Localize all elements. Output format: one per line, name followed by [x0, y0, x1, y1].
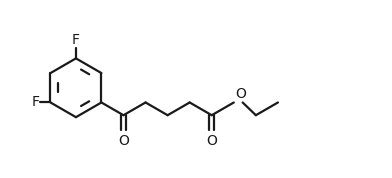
Text: O: O: [206, 134, 217, 148]
Text: O: O: [118, 134, 129, 148]
Text: F: F: [31, 95, 39, 109]
Text: F: F: [72, 33, 80, 47]
Text: O: O: [235, 88, 246, 101]
